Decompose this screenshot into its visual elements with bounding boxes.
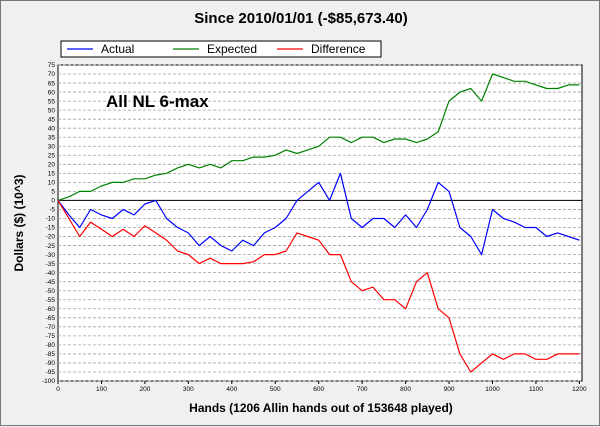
x-tick-label: 100 [96, 386, 107, 393]
y-tick-label: -95 [46, 369, 56, 376]
y-tick-label: -45 [46, 279, 56, 286]
x-tick-label: 1200 [572, 386, 587, 393]
y-tick-label: -85 [46, 351, 56, 358]
y-axis-label: Dollars ($) (10^3) [12, 174, 26, 271]
y-tick-label: -100 [42, 378, 55, 385]
y-tick-label: -80 [46, 342, 56, 349]
grid-lines [58, 64, 582, 382]
y-tick-label: 60 [48, 89, 56, 96]
y-tick-label: 40 [48, 125, 56, 132]
x-tick-label: 900 [444, 386, 455, 393]
y-tick-label: -75 [46, 333, 56, 340]
y-tick-label: 75 [48, 62, 56, 69]
y-tick-label: -5 [49, 207, 55, 214]
series-line-expected [57, 73, 580, 201]
legend: Actual Expected Difference [60, 40, 382, 58]
series-line-actual [57, 172, 580, 256]
y-tick-label: -35 [46, 261, 56, 268]
x-tick-label: 700 [357, 386, 368, 393]
y-tick-label: -70 [46, 324, 56, 331]
y-tick-label: -50 [46, 288, 56, 295]
y-tick-label: 55 [48, 98, 56, 105]
y-tick-label: -10 [46, 216, 56, 223]
x-tick-label: 800 [400, 386, 411, 393]
y-tick-label: -30 [46, 252, 56, 259]
y-tick-label: 50 [48, 107, 56, 114]
x-tick-label: 500 [270, 386, 281, 393]
y-tick-label: -55 [46, 297, 56, 304]
y-tick-label: -15 [46, 225, 56, 232]
x-tick-label: 400 [226, 386, 237, 393]
y-tick-label: 0 [51, 198, 55, 205]
legend-label-difference: Difference [311, 42, 366, 56]
x-axis-label: Hands (1206 Allin hands out of 153648 pl… [189, 401, 453, 415]
y-tick-label: 30 [48, 143, 56, 150]
x-tick-label: 600 [313, 386, 324, 393]
y-tick-label: 25 [48, 152, 56, 159]
x-tick-label: 1000 [485, 386, 500, 393]
x-axis-ticks: 0 100 200 300 400 500 600 700 800 900 1000 1100 1200 [56, 381, 587, 393]
chart-annotation: All NL 6-max [106, 92, 209, 111]
y-tick-label: -65 [46, 315, 56, 322]
legend-label-expected: Expected [207, 42, 257, 56]
y-tick-label: -90 [46, 360, 56, 367]
x-tick-label: 200 [139, 386, 150, 393]
y-tick-label: 45 [48, 116, 56, 123]
x-tick-label: 1100 [529, 386, 543, 393]
legend-box [60, 40, 382, 58]
y-tick-label: 10 [48, 180, 56, 187]
x-tick-label: 0 [56, 386, 60, 393]
y-tick-label: -25 [46, 243, 56, 250]
y-axis-ticks: 757065605550454035302520151050-5-10-15-2… [42, 62, 55, 385]
y-tick-label: 35 [48, 134, 56, 141]
y-tick-label: 5 [51, 189, 55, 196]
chart-title: Since 2010/01/01 (-$85,673.40) [194, 10, 408, 27]
series-group [57, 73, 580, 373]
y-tick-label: 70 [48, 71, 56, 78]
legend-label-actual: Actual [101, 42, 134, 56]
y-tick-label: -20 [46, 234, 56, 241]
y-tick-label: -40 [46, 270, 56, 277]
y-tick-label: 15 [48, 171, 56, 178]
x-tick-label: 300 [183, 386, 194, 393]
y-tick-label: 65 [48, 80, 56, 87]
y-tick-label: -60 [46, 306, 56, 313]
series-line-difference [57, 200, 580, 373]
plot-area [57, 64, 583, 382]
y-tick-label: 20 [48, 162, 56, 169]
